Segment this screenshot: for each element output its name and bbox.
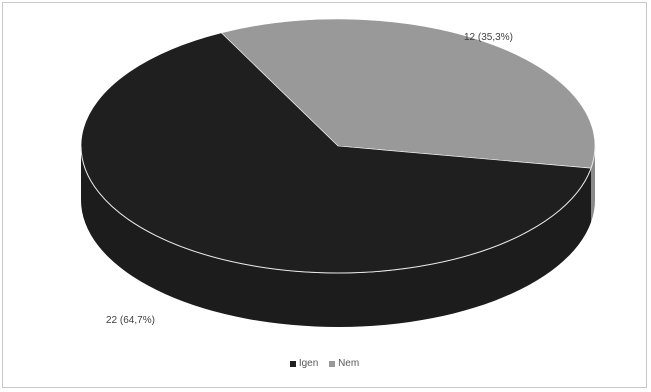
data-label-nem: 12 (35,3%) (464, 32, 513, 43)
legend-item-igen: Igen (289, 358, 319, 369)
pie-slice-nem (220, 18, 596, 169)
data-label-igen: 22 (64,7%) (106, 315, 155, 326)
legend: Igen Nem (3, 358, 646, 369)
legend-item-nem: Nem (329, 358, 359, 369)
pie-chart: 22 (64,7%) 12 (35,3%) (80, 18, 596, 327)
legend-swatch-igen (289, 360, 296, 367)
chart-frame: 22 (64,7%) 12 (35,3%) Igen Nem (2, 2, 647, 388)
legend-swatch-nem (329, 360, 336, 367)
pie-side-igen (80, 146, 592, 327)
legend-label-nem: Nem (338, 358, 360, 369)
pie-rim (80, 145, 596, 274)
pie-side-nem (591, 146, 595, 223)
legend-label-igen: Igen (298, 358, 319, 369)
